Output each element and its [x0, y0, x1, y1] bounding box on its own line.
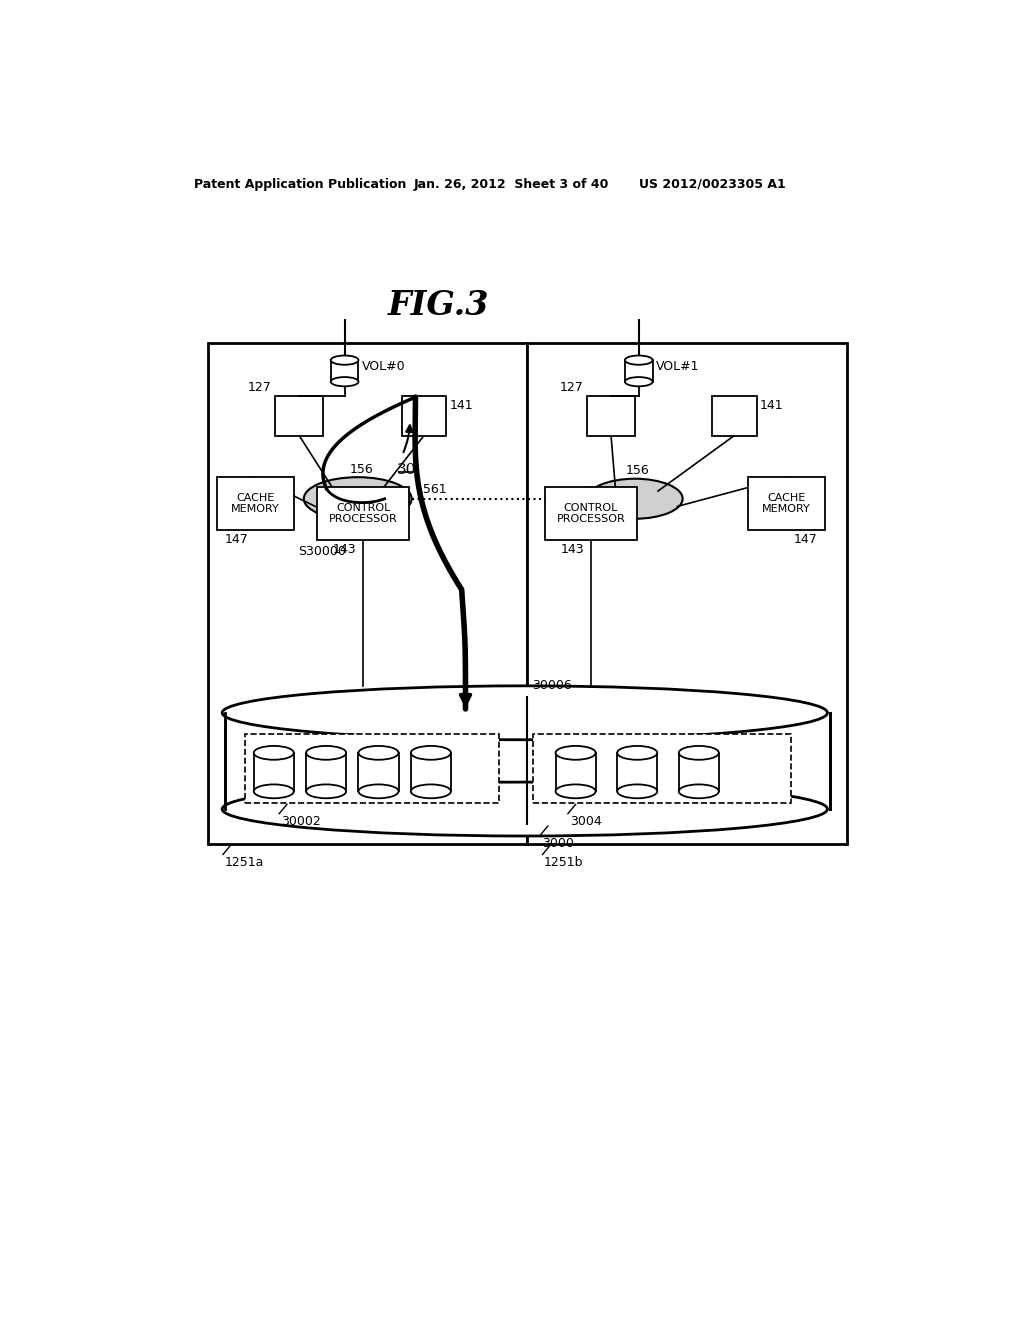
Ellipse shape: [617, 746, 657, 760]
Ellipse shape: [331, 355, 358, 364]
Text: 30002: 30002: [282, 816, 322, 828]
Ellipse shape: [411, 784, 451, 799]
Ellipse shape: [411, 746, 451, 760]
Text: 1561: 1561: [416, 483, 447, 496]
Text: CACHE
MEMORY: CACHE MEMORY: [762, 492, 811, 515]
Ellipse shape: [222, 781, 827, 836]
Text: Jan. 26, 2012  Sheet 3 of 40: Jan. 26, 2012 Sheet 3 of 40: [414, 178, 609, 190]
Text: FIG.3: FIG.3: [388, 289, 489, 322]
Ellipse shape: [331, 378, 358, 387]
Ellipse shape: [304, 478, 412, 520]
Text: 141: 141: [760, 400, 783, 412]
Bar: [556, 752, 596, 792]
Text: 156: 156: [626, 465, 649, 478]
Ellipse shape: [306, 784, 346, 799]
Bar: [254, 752, 294, 792]
Ellipse shape: [679, 746, 719, 760]
Text: VOL#0: VOL#0: [361, 360, 406, 372]
Text: CONTROL
PROCESSOR: CONTROL PROCESSOR: [557, 503, 626, 524]
Bar: [679, 752, 719, 792]
Ellipse shape: [358, 746, 398, 760]
Text: 1251a: 1251a: [224, 857, 264, 869]
Bar: [306, 752, 346, 792]
Ellipse shape: [358, 784, 398, 799]
Text: S30000: S30000: [298, 545, 346, 558]
Text: 143: 143: [333, 543, 356, 556]
Bar: [749, 478, 825, 529]
Text: 30006: 30006: [532, 678, 572, 692]
Text: VOL#1: VOL#1: [655, 360, 699, 372]
Text: 1251b: 1251b: [544, 857, 584, 869]
Bar: [545, 487, 637, 540]
Bar: [534, 734, 792, 803]
Ellipse shape: [625, 378, 652, 387]
Bar: [401, 396, 446, 436]
Ellipse shape: [254, 784, 294, 799]
Ellipse shape: [306, 746, 346, 760]
Text: 147: 147: [224, 533, 248, 545]
Bar: [331, 360, 358, 381]
Text: 3004: 3004: [570, 816, 602, 828]
Bar: [358, 752, 398, 792]
Bar: [275, 396, 323, 436]
Bar: [245, 734, 499, 803]
Ellipse shape: [556, 746, 596, 760]
Bar: [527, 343, 847, 843]
Bar: [712, 396, 757, 436]
Text: Patent Application Publication: Patent Application Publication: [194, 178, 407, 190]
Ellipse shape: [587, 479, 683, 519]
Text: 147: 147: [794, 533, 817, 545]
Bar: [316, 487, 410, 540]
Bar: [617, 752, 657, 792]
Bar: [625, 360, 652, 381]
Text: 141: 141: [450, 400, 473, 412]
Bar: [587, 396, 635, 436]
Text: 30: 30: [396, 462, 416, 477]
Text: CONTROL
PROCESSOR: CONTROL PROCESSOR: [329, 503, 397, 524]
Bar: [217, 478, 294, 529]
Ellipse shape: [222, 686, 827, 739]
Ellipse shape: [556, 784, 596, 799]
Ellipse shape: [617, 784, 657, 799]
Text: CACHE
MEMORY: CACHE MEMORY: [231, 492, 280, 515]
Bar: [411, 752, 451, 792]
Ellipse shape: [625, 355, 652, 364]
Ellipse shape: [254, 746, 294, 760]
Text: 156: 156: [350, 462, 374, 475]
Text: 143: 143: [560, 543, 584, 556]
Text: 127: 127: [248, 381, 271, 395]
Bar: [224, 713, 829, 809]
Text: US 2012/0023305 A1: US 2012/0023305 A1: [639, 178, 785, 190]
Ellipse shape: [679, 784, 719, 799]
Bar: [208, 343, 527, 843]
Text: 127: 127: [559, 381, 584, 395]
Text: 3000: 3000: [543, 837, 574, 850]
